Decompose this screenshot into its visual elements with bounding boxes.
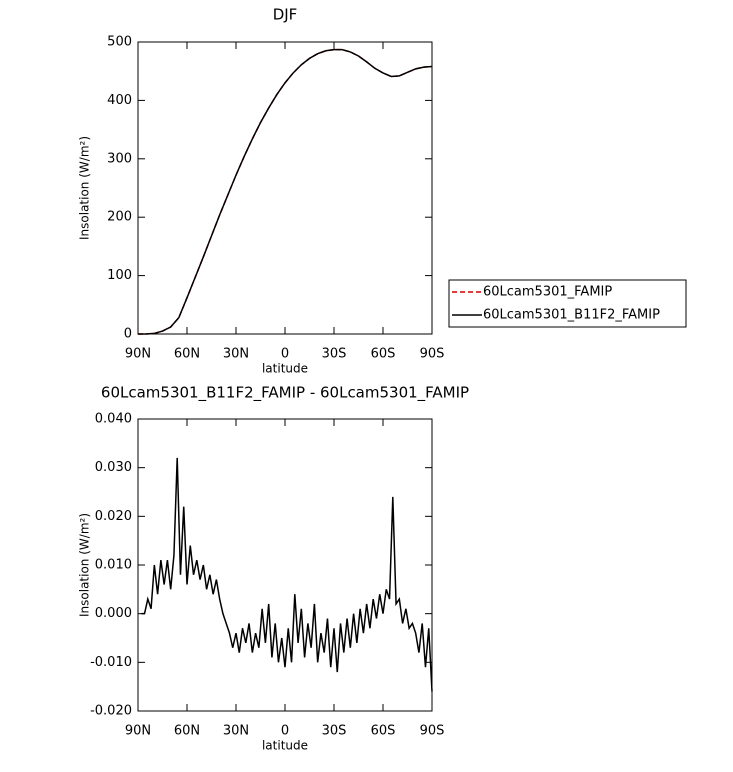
y-tick-label: -0.020 [90, 704, 132, 719]
y-tick-label: 0.000 [95, 606, 132, 621]
y-tick-label: 0.020 [95, 509, 132, 524]
y-tick-label: -0.010 [90, 655, 132, 670]
y-tick-label: 100 [107, 268, 132, 283]
data-line [141, 457, 433, 692]
x-tick-label: 30S [322, 347, 347, 362]
chart-title: DJF [273, 6, 298, 24]
x-tick-label: 30N [223, 724, 249, 739]
y-axis-label: Insolation (W/m²) [78, 136, 92, 240]
x-tick-label: 90S [420, 724, 445, 739]
y-tick-label: 0.040 [95, 412, 132, 427]
y-tick-label: 0 [124, 327, 132, 342]
x-axis-label: latitude [262, 739, 308, 753]
x-tick-label: 60S [371, 724, 396, 739]
legend-label: 60Lcam5301_FAMIP [483, 285, 612, 300]
x-tick-label: 90S [420, 347, 445, 362]
x-tick-label: 30N [223, 347, 249, 362]
x-tick-label: 90N [125, 724, 151, 739]
x-axis-label: latitude [262, 362, 308, 376]
x-tick-label: 60N [174, 724, 200, 739]
x-tick-label: 60N [174, 347, 200, 362]
legend-box [448, 279, 687, 328]
y-tick-label: 0.030 [95, 460, 132, 475]
chart-title: 60Lcam5301_B11F2_FAMIP - 60Lcam5301_FAMI… [101, 384, 469, 403]
x-tick-label: 0 [281, 347, 289, 362]
data-line [138, 48, 433, 335]
y-tick-label: 500 [107, 35, 132, 50]
y-axis-label: Insolation (W/m²) [78, 513, 92, 617]
x-tick-label: 30S [322, 724, 347, 739]
x-tick-label: 60S [371, 347, 396, 362]
legend-label: 60Lcam5301_B11F2_FAMIP [483, 308, 660, 323]
y-tick-label: 300 [107, 151, 132, 166]
x-tick-label: 90N [125, 347, 151, 362]
x-tick-label: 0 [281, 724, 289, 739]
plot-frame [137, 41, 433, 335]
data-line [138, 48, 433, 335]
y-tick-label: 400 [107, 93, 132, 108]
y-tick-label: 200 [107, 210, 132, 225]
y-tick-label: 0.010 [95, 558, 132, 573]
